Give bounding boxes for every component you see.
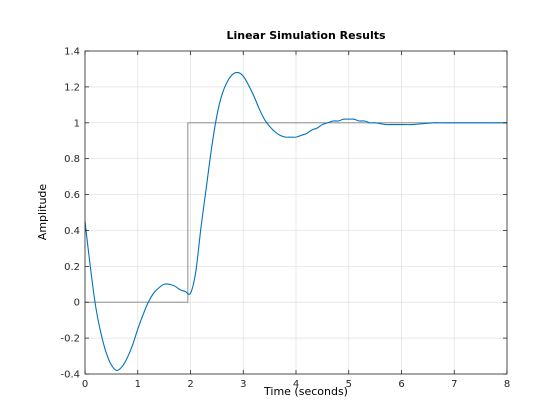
y-tick-label: -0.2: [60, 334, 80, 345]
y-tick-label: 0.8: [64, 154, 80, 165]
chart-title: Linear Simulation Results: [226, 29, 386, 42]
x-axis-label: Time (seconds): [263, 385, 348, 398]
y-tick-label: 1: [74, 118, 80, 129]
x-tick-label: 1: [135, 379, 141, 390]
x-tick-label: 8: [504, 379, 510, 390]
x-tick-label: 4: [293, 379, 299, 390]
input-series-line: [85, 122, 507, 303]
y-tick-label: 0.4: [64, 226, 80, 237]
y-tick-label: 0: [74, 298, 80, 309]
x-tick-label: 2: [187, 379, 193, 390]
x-tick-label: 6: [398, 379, 404, 390]
x-tick-label: 0: [82, 379, 88, 390]
x-tick-label: 3: [240, 379, 246, 390]
x-tick-label: 7: [451, 379, 457, 390]
y-tick-label: 0.6: [64, 190, 80, 201]
response-series-line: [84, 71, 507, 371]
y-tick-label: 1.4: [64, 47, 80, 58]
ticks: 0 1 2 3 4 5 6 7 8 -0.4 -0.2 0 0.2 0.4 0.6 0.8 1 1.2 1.4: [60, 47, 510, 391]
y-axis-label: Amplitude: [36, 184, 49, 241]
y-tick-label: -0.4: [60, 370, 80, 381]
y-tick-label: 0.2: [64, 262, 80, 273]
y-tick-label: 1.2: [64, 82, 80, 93]
x-tick-label: 5: [346, 379, 352, 390]
series-layer: [84, 71, 507, 371]
